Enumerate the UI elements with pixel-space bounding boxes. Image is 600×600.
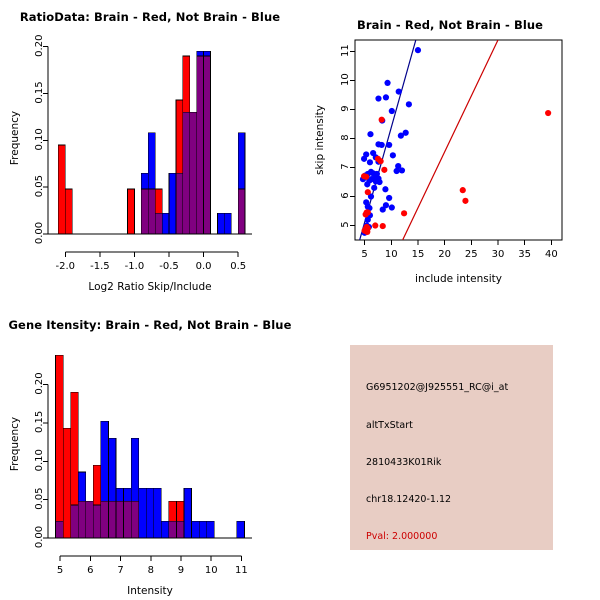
svg-text:0.0: 0.0 (196, 261, 212, 272)
svg-text:10: 10 (205, 565, 218, 576)
svg-text:5: 5 (361, 249, 367, 260)
svg-text:0.5: 0.5 (230, 261, 246, 272)
svg-text:0.20: 0.20 (34, 372, 45, 394)
gene-hist-plot: 0.00 0.05 0.10 0.15 0.20 5 6 7 8 9 10 11 Intensity Fr… (0, 330, 300, 600)
scatter-plot: 5 6 7 8 9 10 11 5 10 15 20 25 30 35 40 include intensit… (300, 24, 600, 300)
svg-text:0.00: 0.00 (34, 526, 45, 548)
svg-text:0.15: 0.15 (34, 411, 45, 433)
svg-text:20: 20 (438, 249, 451, 260)
panel-info: G6951202@J925551_RC@i_at altTxStart 2810… (300, 300, 600, 600)
panel-ratio-histogram: RatioData: Brain - Red, Not Brain - Blue… (0, 0, 300, 300)
svg-text:5: 5 (57, 565, 63, 576)
svg-text:-1.0: -1.0 (125, 261, 145, 272)
svg-text:-2.0: -2.0 (56, 261, 76, 272)
svg-text:9: 9 (340, 105, 351, 111)
scatter-title: Brain - Red, Not Brain - Blue (356, 18, 544, 32)
svg-text:0.10: 0.10 (34, 128, 45, 150)
info-background: G6951202@J925551_RC@i_at altTxStart 2810… (350, 345, 553, 550)
svg-text:0.00: 0.00 (34, 222, 45, 244)
svg-text:-0.5: -0.5 (159, 261, 179, 272)
svg-text:Intensity: Intensity (127, 585, 173, 597)
scatter-svg: 5 6 7 8 9 10 11 5 10 15 20 25 30 35 40 include intensit… (314, 39, 563, 285)
info-locus: chr18.12420-1.12 (366, 494, 452, 505)
svg-text:9: 9 (178, 565, 184, 576)
panel-gene-histogram: Gene Itensity: Brain - Red, Not Brain - … (0, 300, 300, 600)
svg-text:Frequency: Frequency (9, 417, 21, 471)
svg-text:11: 11 (340, 44, 351, 57)
svg-text:7: 7 (340, 163, 351, 169)
ratio-hist-svg: 0.00 0.05 0.10 0.15 0.20 -2.0 -1.5 -1.0 -0.5 0.0 0… (9, 35, 252, 293)
svg-text:6: 6 (87, 565, 93, 576)
svg-text:5: 5 (340, 221, 351, 227)
info-gene-symbol: 2810433K01Rik (366, 457, 442, 468)
info-pval: Pval: 2.000000 (366, 531, 438, 542)
svg-text:-1.5: -1.5 (90, 261, 110, 272)
svg-text:40: 40 (545, 249, 558, 260)
svg-text:0.15: 0.15 (34, 81, 45, 103)
svg-text:skip intensity: skip intensity (314, 105, 326, 175)
gene-hist-title: Gene Itensity: Brain - Red, Not Brain - … (8, 318, 292, 332)
panel-scatter: Brain - Red, Not Brain - Blue 5 6 7 8 9 10 11 5… (300, 0, 600, 300)
ratio-hist-plot: 0.00 0.05 0.10 0.15 0.20 -2.0 -1.5 -1.0 -0.5 0.0 0… (0, 24, 300, 300)
gene-hist-svg: 0.00 0.05 0.10 0.15 0.20 5 6 7 8 9 10 11 Intensity Fr… (9, 355, 252, 597)
svg-text:35: 35 (518, 249, 531, 260)
svg-text:0.20: 0.20 (34, 35, 45, 57)
svg-text:6: 6 (340, 192, 351, 198)
info-probe-id: G6951202@J925551_RC@i_at (366, 382, 509, 393)
svg-text:30: 30 (492, 249, 505, 260)
svg-text:7: 7 (117, 565, 123, 576)
ratio-hist-title: RatioData: Brain - Red, Not Brain - Blue (19, 10, 281, 24)
svg-text:15: 15 (412, 249, 425, 260)
svg-text:include intensity: include intensity (415, 273, 502, 285)
svg-text:8: 8 (340, 134, 351, 140)
svg-text:25: 25 (465, 249, 478, 260)
svg-text:Frequency: Frequency (9, 111, 21, 165)
svg-text:0.05: 0.05 (34, 487, 45, 509)
svg-text:8: 8 (148, 565, 154, 576)
info-event-type: altTxStart (366, 420, 413, 431)
svg-text:11: 11 (235, 565, 248, 576)
svg-text:0.05: 0.05 (34, 175, 45, 197)
svg-text:0.10: 0.10 (34, 449, 45, 471)
svg-text:10: 10 (340, 73, 351, 86)
svg-text:10: 10 (385, 249, 398, 260)
svg-text:Log2 Ratio Skip/Include: Log2 Ratio Skip/Include (88, 281, 211, 293)
